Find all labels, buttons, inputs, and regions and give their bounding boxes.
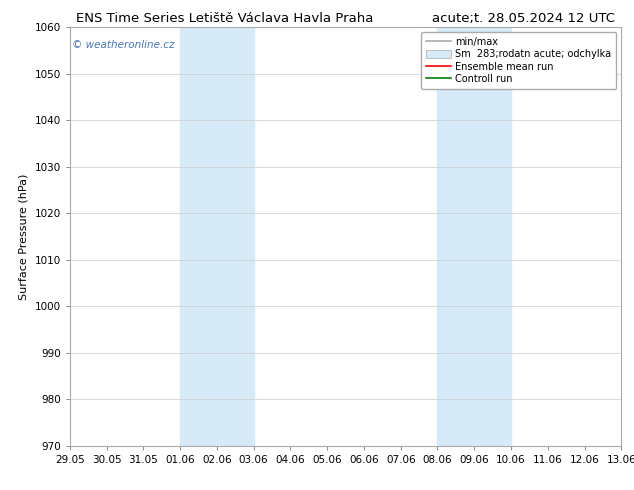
Legend: min/max, Sm  283;rodatn acute; odchylka, Ensemble mean run, Controll run: min/max, Sm 283;rodatn acute; odchylka, …: [422, 32, 616, 89]
Text: acute;t. 28.05.2024 12 UTC: acute;t. 28.05.2024 12 UTC: [432, 12, 615, 25]
Text: © weatheronline.cz: © weatheronline.cz: [72, 40, 175, 49]
Y-axis label: Surface Pressure (hPa): Surface Pressure (hPa): [19, 173, 29, 299]
Bar: [180, 27, 254, 446]
Text: ENS Time Series Letiště Václava Havla Praha: ENS Time Series Letiště Václava Havla Pr…: [76, 12, 373, 25]
Bar: [437, 27, 511, 446]
